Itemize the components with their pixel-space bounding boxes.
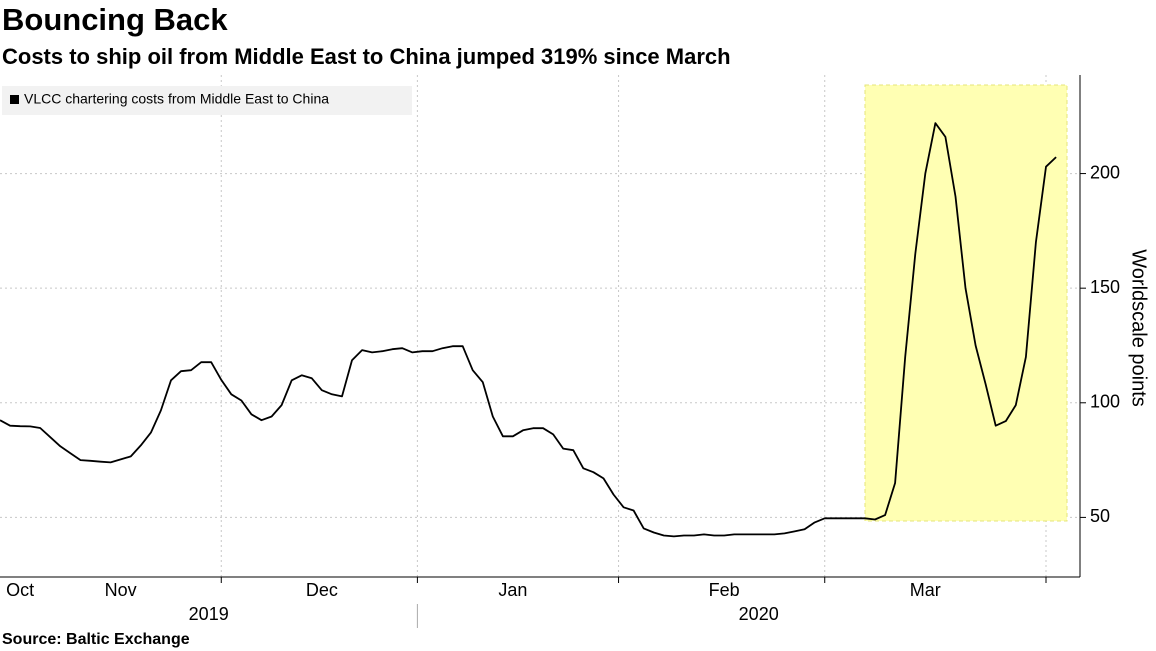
x-tick-label: Feb bbox=[709, 580, 740, 600]
legend-label: VLCC chartering costs from Middle East t… bbox=[24, 91, 329, 107]
highlight-region bbox=[864, 84, 1068, 522]
x-tick-label: Nov bbox=[105, 580, 137, 600]
series-line bbox=[0, 122, 1057, 538]
legend-swatch bbox=[10, 95, 19, 104]
x-tick-label: Oct bbox=[6, 580, 34, 600]
year-label: 2020 bbox=[739, 604, 779, 624]
y-tick-label: 200 bbox=[1090, 162, 1120, 182]
chart-subtitle: Costs to ship oil from Middle East to Ch… bbox=[2, 44, 731, 69]
x-tick-label: Jan bbox=[498, 580, 527, 600]
y-axis-label: Worldscale points bbox=[1128, 249, 1150, 406]
legend-box bbox=[2, 86, 412, 115]
y-tick-label: 100 bbox=[1090, 392, 1120, 412]
y-tick-label: 50 bbox=[1090, 506, 1110, 526]
chart-title: Bouncing Back bbox=[2, 2, 228, 37]
year-label: 2019 bbox=[189, 604, 229, 624]
x-tick-label: Dec bbox=[306, 580, 338, 600]
source: Source: Baltic Exchange bbox=[2, 631, 190, 648]
x-tick-label: Mar bbox=[910, 580, 941, 600]
y-tick-label: 150 bbox=[1090, 277, 1120, 297]
